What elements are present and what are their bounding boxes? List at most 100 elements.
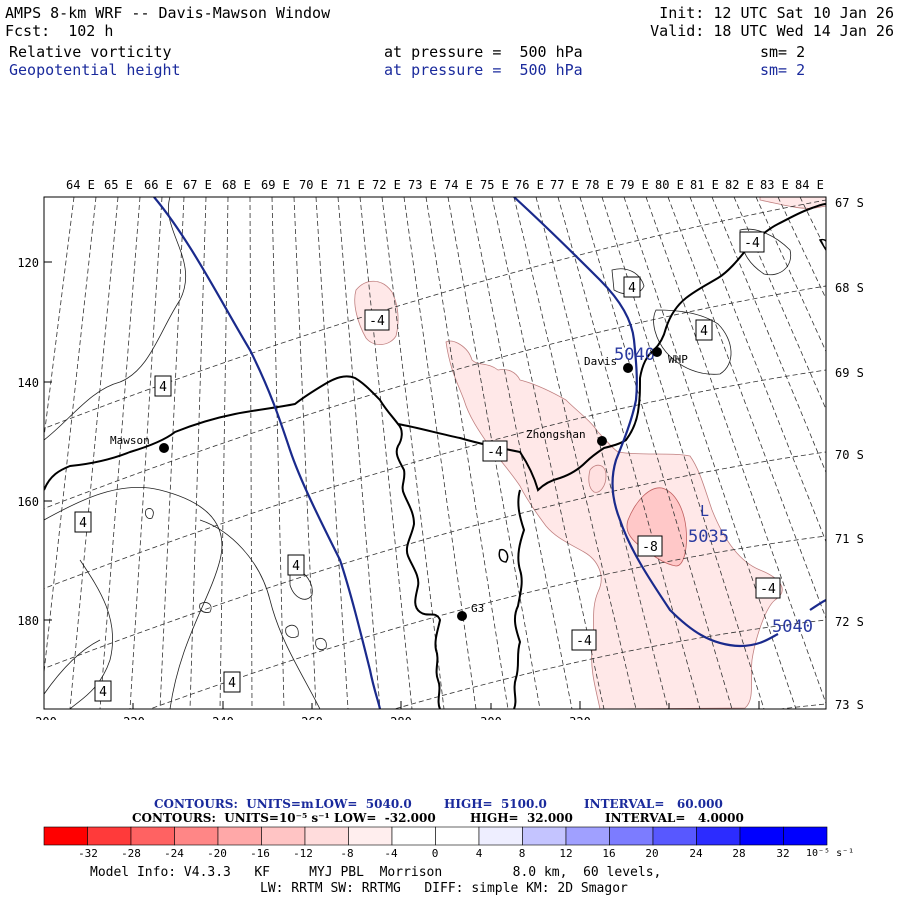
lat-label: 71 S	[835, 532, 864, 546]
colorbar-tick: -20	[207, 847, 227, 860]
valid-time: Valid: 18 UTC Wed 14 Jan 26	[650, 22, 894, 40]
top-axis-labels: 64 E 65 E 66 E 67 E 68 E 69 E 70 E 71 E …	[66, 178, 824, 192]
field2-name: Geopotential height	[9, 61, 181, 79]
colorbar-boxes	[43, 826, 828, 846]
lon-label: 75 E	[480, 178, 509, 192]
colorbar-box	[739, 826, 784, 846]
contour-label: 4	[695, 319, 713, 341]
colorbar-box	[696, 826, 741, 846]
y-tick-label: 180	[17, 614, 39, 628]
svg-text:-4: -4	[744, 236, 760, 251]
x-tick-label: 220	[123, 715, 145, 720]
svg-text:-4: -4	[760, 582, 776, 597]
svg-text:4: 4	[228, 676, 236, 691]
vorticity-shade-ne	[759, 197, 826, 209]
y-tick-label: 140	[17, 376, 39, 390]
x-tick-label: 240	[212, 715, 234, 720]
left-axis-labels: 120 140 160 180	[17, 256, 39, 628]
colorbar-tick: 28	[732, 847, 745, 860]
colorbar-box	[435, 826, 480, 846]
svg-text:4: 4	[99, 685, 107, 700]
colorbar-box	[609, 826, 654, 846]
svg-text:4: 4	[79, 516, 87, 531]
map-title: AMPS 8-km WRF -- Davis-Mawson Window	[5, 4, 331, 22]
init-time: Init: 12 UTC Sat 10 Jan 26	[659, 4, 894, 22]
svg-text:WHP: WHP	[668, 353, 688, 366]
colorbar-tick: 20	[645, 847, 658, 860]
svg-text:Mawson: Mawson	[110, 434, 150, 447]
station-whp: WHP	[652, 347, 688, 366]
svg-text:G3: G3	[471, 602, 484, 615]
vorticity-contours	[44, 197, 792, 709]
colorbar-box	[43, 826, 88, 846]
coastline-islands	[498, 238, 826, 563]
vorticity-shade-main	[445, 340, 783, 709]
contour-label: 4	[154, 375, 172, 397]
colorbar-tick: 0	[432, 847, 439, 860]
map-canvas: 64 E 65 E 66 E 67 E 68 E 69 E 70 E 71 E …	[17, 178, 864, 720]
footer-line2: LW: RRTM SW: RRTMG DIFF: simple KM: 2D S…	[260, 881, 628, 896]
svg-text:4: 4	[700, 324, 708, 339]
colorbar-tick: 32	[776, 847, 789, 860]
field2-smooth: sm= 2	[760, 61, 806, 79]
contour2-high: HIGH= 32.000	[470, 811, 573, 825]
colorbar-tick: -12	[293, 847, 313, 860]
lon-label: 73 E	[408, 178, 437, 192]
svg-text:4: 4	[159, 380, 167, 395]
colorbar-tick: 12	[559, 847, 572, 860]
colorbar-tick: 8	[519, 847, 526, 860]
lon-label: 70 E	[299, 178, 328, 192]
lat-label: 67 S	[835, 196, 864, 210]
contour-label: 4	[287, 554, 305, 576]
colorbar-tick: 4	[476, 847, 483, 860]
y-tick-label: 120	[17, 256, 39, 270]
lon-label: 69 E	[261, 178, 290, 192]
svg-text:-4: -4	[576, 634, 592, 649]
x-tick-label: 300	[480, 715, 502, 720]
lon-label: 76 E	[515, 178, 544, 192]
forecast-hour: Fcst: 102 h	[5, 22, 114, 40]
lon-label: 80 E	[655, 178, 684, 192]
contour-label: -4	[755, 577, 781, 599]
lon-label: 82 E	[725, 178, 754, 192]
contour1-units: CONTOURS: UNITS=m	[154, 797, 314, 811]
contour1-high: HIGH= 5100.0	[444, 797, 547, 811]
colorbar-box	[478, 826, 523, 846]
station-zhongshan: Zhongshan	[526, 428, 607, 446]
stations: Mawson Davis WHP Zhongshan G3	[110, 347, 688, 621]
colorbar-unit: 10⁻⁵ s⁻¹	[806, 848, 854, 859]
axis-ticks	[43, 261, 760, 709]
lat-label: 68 S	[835, 281, 864, 295]
colorbar-tick: -28	[121, 847, 141, 860]
colorbar-box	[261, 826, 306, 846]
height-label: 5040	[614, 345, 655, 365]
contour-label: -4	[482, 440, 508, 462]
lon-label: 74 E	[444, 178, 473, 192]
lon-label: 64 E	[66, 178, 95, 192]
svg-text:4: 4	[292, 559, 300, 574]
x-tick-label: 200	[35, 715, 57, 720]
right-axis-labels: 67 S 68 S 69 S 70 S 71 S 72 S 73 S	[835, 196, 864, 712]
height-labels: 5040 5035 5040 L	[614, 345, 813, 637]
colorbar-box	[87, 826, 132, 846]
station-mawson: Mawson	[110, 434, 169, 453]
colorbar-box	[130, 826, 175, 846]
colorbar-tick: -16	[250, 847, 270, 860]
contour-label: 4	[74, 511, 92, 533]
colorbar-ticks: -32 -28 -24 -20 -16 -12 -8 -4 0 4 8 12 1…	[78, 847, 790, 860]
lon-label: 67 E	[183, 178, 212, 192]
height-contours	[153, 197, 826, 709]
colorbar-box	[652, 826, 697, 846]
colorbar-box	[348, 826, 393, 846]
parallel-lines	[44, 199, 826, 709]
map-frame	[43, 196, 827, 710]
lon-label: 66 E	[144, 178, 173, 192]
lat-label: 72 S	[835, 615, 864, 629]
contour-label: 4	[223, 671, 241, 693]
x-tick-label: 320	[569, 715, 591, 720]
vorticity-labels: -4 4 4 4 4 -4 4 -4 4 -8 -4 -4 4	[74, 231, 781, 702]
lat-label: 69 S	[835, 366, 864, 380]
lon-label: 84 E	[795, 178, 824, 192]
field1-level: at pressure = 500 hPa	[384, 43, 583, 61]
contour-label: 4	[623, 276, 641, 298]
